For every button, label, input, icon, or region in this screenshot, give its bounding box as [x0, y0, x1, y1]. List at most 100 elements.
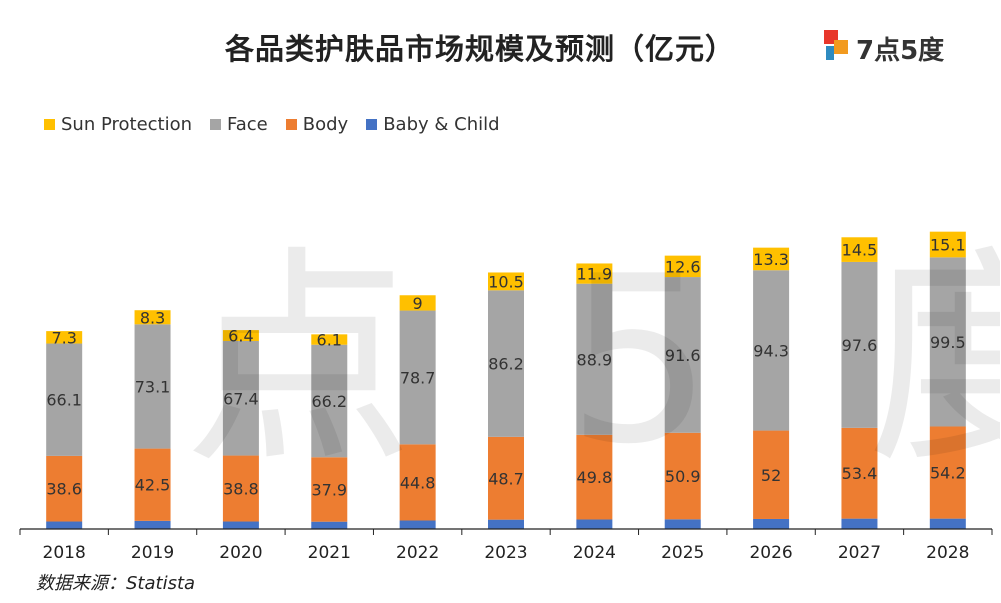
x-tick-label: 2027	[838, 543, 881, 563]
bar-segment	[753, 518, 790, 529]
bar-segment	[311, 521, 348, 529]
bar-segment	[929, 518, 966, 529]
data-label: 8.3	[140, 308, 165, 327]
bar-segment	[488, 272, 524, 291]
x-tick-label: 2022	[396, 543, 439, 563]
bar-segment	[311, 344, 348, 458]
bar-segment	[664, 277, 701, 433]
legend-label: Sun Protection	[61, 114, 193, 135]
legend-swatch	[285, 119, 297, 130]
bar-segment	[222, 455, 259, 522]
data-label: 11.9	[577, 265, 613, 284]
data-label: 86.2	[488, 355, 524, 374]
data-label: 66.1	[46, 391, 82, 410]
data-label: 9	[413, 294, 423, 313]
x-tick-label: 2020	[219, 543, 262, 563]
bar-segment	[753, 247, 790, 271]
bar-segment	[399, 310, 436, 445]
data-label: 15.1	[930, 236, 966, 255]
bar-segment	[134, 324, 171, 449]
bar-segment	[134, 310, 171, 325]
x-tick-label: 2019	[131, 543, 174, 563]
data-label: 66.2	[311, 392, 347, 411]
data-label: 50.9	[665, 467, 701, 486]
x-tick-label: 2018	[43, 543, 86, 563]
chart-legend: Sun Protection Face Body Baby & Child	[44, 114, 500, 135]
logo-text: 7点5度	[856, 36, 945, 66]
x-tick-label: 2028	[926, 543, 969, 563]
data-label: 48.7	[488, 469, 524, 488]
data-label: 53.4	[842, 464, 878, 483]
bar-segment	[222, 521, 259, 529]
bar-segment	[929, 426, 966, 519]
data-label: 14.5	[842, 241, 878, 260]
bar-segment	[222, 330, 259, 341]
bar-segment	[311, 457, 348, 522]
legend-label: Face	[227, 114, 268, 135]
legend-swatch	[44, 119, 55, 130]
legend-item: Face	[210, 114, 268, 135]
bar-segment	[222, 340, 259, 456]
x-tick-label: 2023	[484, 543, 527, 563]
bar-segment	[841, 427, 878, 519]
logo-icon	[824, 30, 848, 60]
bar-segment	[134, 448, 171, 521]
data-label: 44.8	[400, 473, 436, 492]
bar-segment	[399, 295, 436, 311]
bar-segment	[488, 436, 524, 520]
bar-segment	[841, 237, 878, 262]
x-tick-label: 2026	[749, 543, 792, 563]
bar-segment	[576, 519, 613, 529]
data-label: 78.7	[400, 368, 436, 387]
bar-segment	[841, 261, 878, 428]
bar-segment	[664, 255, 701, 278]
bar-segment	[929, 257, 966, 427]
x-tick-label: 2021	[308, 543, 351, 563]
data-label: 10.5	[488, 272, 524, 291]
legend-swatch	[366, 119, 378, 130]
data-label: 7.3	[51, 328, 76, 347]
bar-segment	[576, 263, 613, 284]
legend-label: Baby & Child	[383, 114, 500, 135]
bar-segment	[753, 430, 790, 519]
data-label: 37.9	[311, 480, 347, 499]
bar-segment	[311, 334, 348, 345]
bar-segment	[46, 455, 83, 522]
data-label: 38.8	[223, 480, 259, 499]
bar-segment	[576, 283, 613, 435]
bar-segment	[664, 432, 701, 520]
bar-segment	[753, 270, 790, 431]
data-label: 54.2	[930, 464, 966, 483]
data-label: 99.5	[930, 333, 966, 352]
data-label: 6.4	[228, 327, 253, 346]
source-note: 数据来源：Statista	[36, 573, 196, 594]
data-label: 13.3	[753, 250, 789, 269]
bar-segment	[399, 520, 436, 529]
legend-item: Body	[285, 114, 349, 135]
x-tick-label: 2025	[661, 543, 704, 563]
legend-swatch	[210, 119, 222, 130]
data-label: 38.6	[46, 480, 82, 499]
data-label: 52	[761, 466, 781, 485]
legend-item: Baby & Child	[366, 114, 500, 135]
chart-title: 各品类护肤品市场规模及预测（亿元）	[224, 32, 735, 66]
bar-segment	[399, 444, 436, 521]
data-label: 97.6	[842, 336, 878, 355]
legend-label: Body	[302, 114, 349, 135]
bar-segment	[46, 331, 83, 344]
bar-segment	[46, 521, 83, 529]
bar-segment	[929, 231, 966, 258]
data-label: 73.1	[135, 377, 171, 396]
data-label: 94.3	[753, 341, 789, 360]
x-tick-label: 2024	[573, 543, 616, 563]
bar-segment	[134, 520, 171, 529]
data-label: 67.4	[223, 389, 259, 408]
data-label: 6.1	[317, 331, 342, 350]
legend-item: Sun Protection	[44, 114, 192, 135]
data-label: 88.9	[577, 350, 613, 369]
bar-segment	[488, 519, 524, 529]
bar-segment	[576, 434, 613, 520]
data-label: 42.5	[135, 476, 171, 495]
data-label: 91.6	[665, 346, 701, 365]
